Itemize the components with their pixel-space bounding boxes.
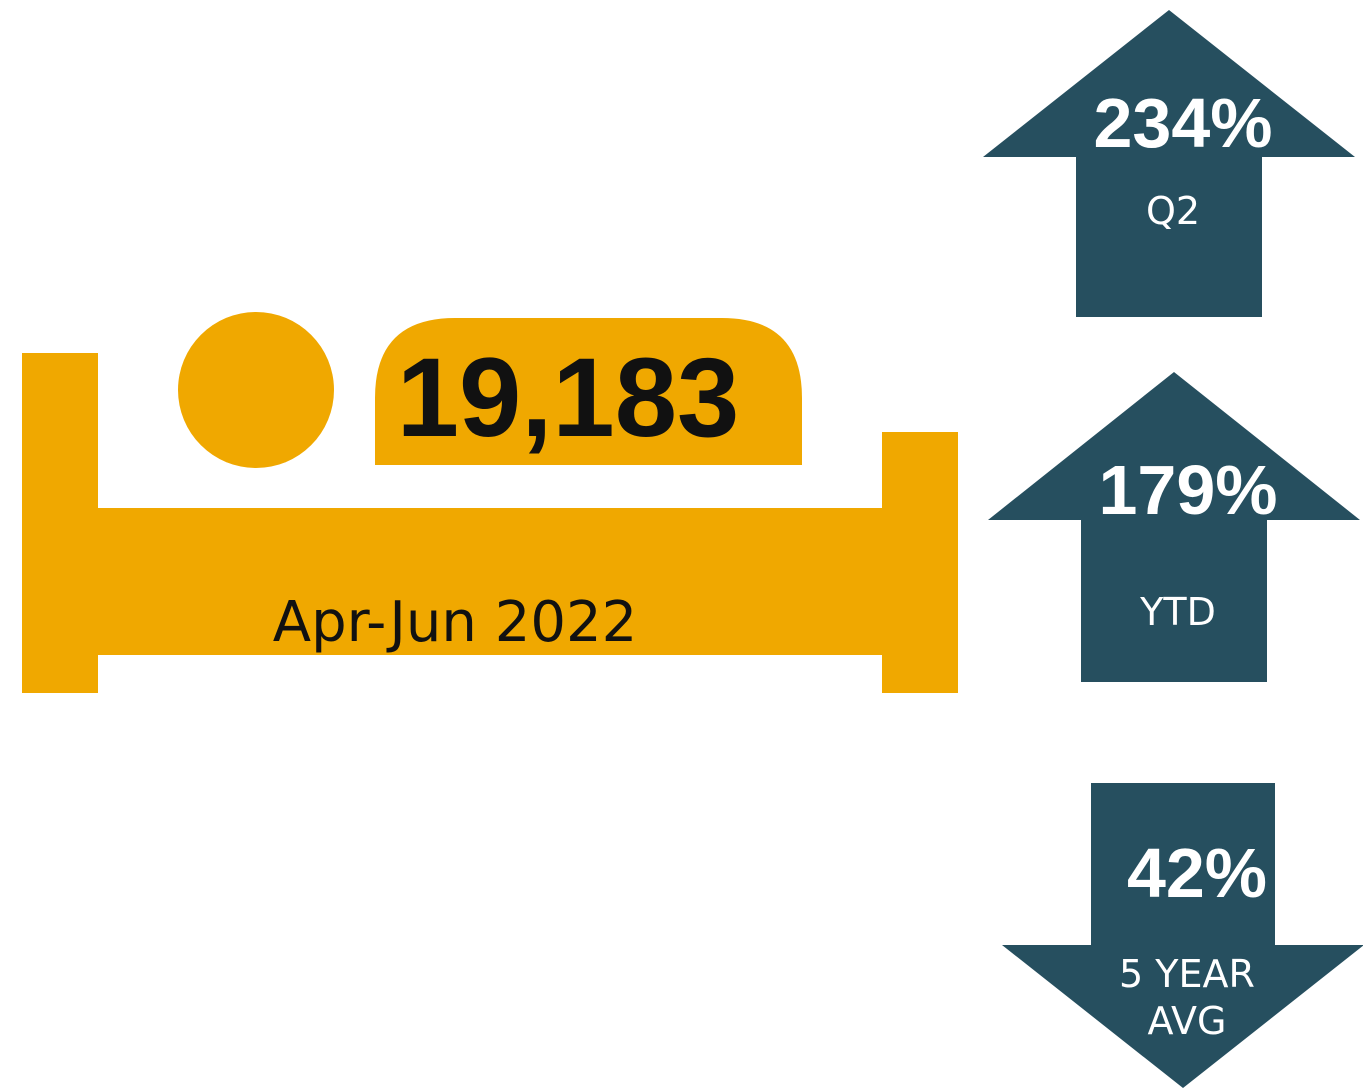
bed-icon (22, 312, 958, 693)
head (178, 312, 334, 468)
indicator-label: Q2 (1145, 189, 1201, 233)
indicator-label: YTD (1140, 590, 1216, 634)
indicator-value: 42% (1126, 834, 1268, 912)
arrow-up (983, 10, 1355, 317)
arrow-up (988, 372, 1360, 682)
mattress (97, 508, 883, 655)
arrow-down (1002, 783, 1363, 1088)
bed-post-right (882, 432, 958, 693)
pillow (375, 318, 802, 465)
indicator-label: 5 YEAR AVG (1119, 952, 1255, 1043)
bed-post-left (22, 353, 98, 693)
indicator-value: 179% (1098, 451, 1278, 529)
total-value: 19,183 (397, 335, 740, 460)
indicator-value: 234% (1093, 84, 1273, 162)
period: Apr-Jun 2022 (273, 590, 637, 655)
